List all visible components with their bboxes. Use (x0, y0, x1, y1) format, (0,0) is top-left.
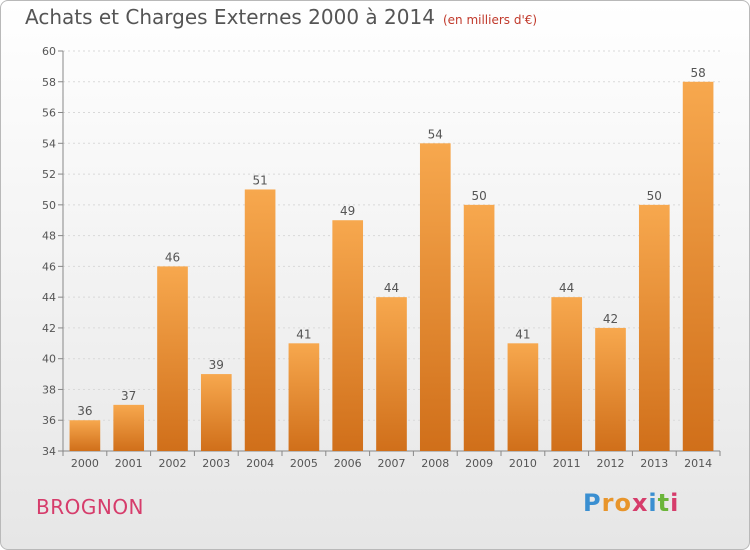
logo-letter: t (657, 489, 671, 517)
chart-title: Achats et Charges Externes 2000 à 2014 (e… (25, 5, 537, 29)
bar-2010 (507, 343, 539, 451)
chart-unit: (en milliers d'€) (442, 13, 538, 27)
data-label: 41 (515, 327, 530, 341)
x-tick-label: 2012 (597, 457, 625, 470)
data-label: 58 (690, 66, 705, 80)
bar-2006 (332, 220, 364, 451)
y-tick-label: 34 (42, 445, 56, 458)
x-tick-label: 2007 (378, 457, 406, 470)
commune-name: BROGNON (36, 495, 145, 519)
y-tick-label: 38 (42, 383, 56, 396)
chart-title-text: Achats et Charges Externes 2000 à 2014 (25, 5, 435, 29)
data-label: 42 (603, 312, 618, 326)
data-label: 37 (121, 389, 136, 403)
x-tick-label: 2002 (159, 457, 187, 470)
proxiti-logo: Proxiti (583, 489, 679, 517)
x-tick-label: 2013 (640, 457, 668, 470)
x-tick-label: 2008 (421, 457, 449, 470)
data-label: 50 (647, 189, 662, 203)
logo-letter: x (631, 489, 649, 517)
x-tick-label: 2000 (71, 457, 99, 470)
bar-2012 (595, 327, 626, 451)
y-tick-label: 42 (42, 322, 56, 335)
y-tick-label: 40 (42, 353, 56, 366)
bar-2003 (200, 374, 232, 451)
y-tick-label: 48 (42, 230, 56, 243)
y-tick-label: 60 (42, 45, 56, 58)
y-tick-label: 58 (42, 76, 56, 89)
axes: 34 36 38 40 42 44 46 48 50 52 54 56 58 60 2000 2001 2002… (42, 45, 721, 470)
data-label: 36 (77, 404, 92, 418)
logo-letter: i (670, 489, 680, 517)
data-label: 50 (471, 189, 486, 203)
logo-letter: P (583, 489, 602, 517)
logo-letter: i (648, 489, 658, 517)
y-tick-label: 52 (42, 168, 56, 181)
y-tick-label: 46 (42, 260, 56, 273)
data-label: 46 (165, 250, 180, 264)
y-tick-label: 44 (42, 291, 56, 304)
x-tick-label: 2009 (465, 457, 493, 470)
data-label: 54 (428, 127, 443, 141)
bar-2000 (69, 420, 101, 451)
bar-2001 (113, 404, 145, 451)
data-label: 39 (209, 358, 224, 372)
y-tick-label: 50 (42, 199, 56, 212)
data-label: 49 (340, 204, 355, 218)
data-label: 44 (559, 281, 574, 295)
data-label: 51 (252, 173, 267, 187)
x-tick-label: 2014 (684, 457, 712, 470)
logo-letter: o (614, 489, 632, 517)
bar-2013 (638, 204, 670, 451)
data-label: 41 (296, 327, 311, 341)
y-tick-label: 36 (42, 414, 56, 427)
x-tick-label: 2001 (115, 457, 143, 470)
x-tick-label: 2004 (246, 457, 274, 470)
bar-2005 (288, 343, 320, 451)
bar-2004 (244, 189, 276, 451)
y-tick-label: 54 (42, 137, 56, 150)
x-tick-label: 2003 (202, 457, 230, 470)
bar-2008 (419, 143, 451, 452)
bar-2014 (682, 81, 714, 452)
bar-2011 (551, 297, 583, 451)
bars (69, 81, 714, 452)
x-tick-label: 2006 (334, 457, 362, 470)
x-tick-label: 2011 (553, 457, 581, 470)
bar-2009 (463, 204, 495, 451)
y-tick-label: 56 (42, 107, 56, 120)
logo-letter: r (601, 489, 615, 517)
data-label: 44 (384, 281, 399, 295)
labels: 36 37 46 39 51 41 49 44 54 50 41 44 42 50 58 (77, 66, 705, 418)
bar-2007 (376, 297, 407, 451)
x-tick-label: 2010 (509, 457, 537, 470)
bar-2002 (157, 266, 188, 451)
x-tick-label: 2005 (290, 457, 318, 470)
